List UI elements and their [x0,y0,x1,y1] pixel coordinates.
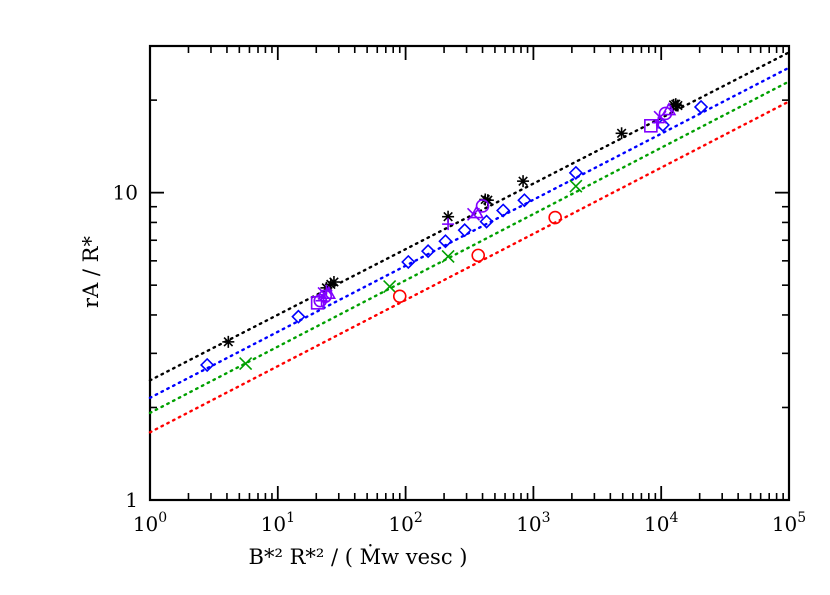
data-point-asterisk [327,276,340,289]
data-point-plus [442,218,455,231]
fit-line [148,51,791,382]
y-tick-label: 1 [125,488,138,512]
x-tick-label: 101 [261,510,295,536]
x-tick-label: 103 [516,510,550,536]
x-tick-label: 100 [133,510,167,536]
data-point-circle [318,289,333,304]
data-point-diamond [291,309,306,324]
fit-line [148,66,791,400]
data-point-x [239,356,253,371]
data-point-x [569,179,583,193]
x-tick-label: 104 [644,510,678,536]
data-point-triangle [661,102,677,116]
fit-line [148,100,791,434]
data-point-x [466,207,481,221]
data-point-asterisk [615,127,628,140]
data-point-square [644,119,658,133]
y-tick-label: 10 [113,181,138,205]
data-point-diamond [568,165,584,180]
data-point-circle [392,289,407,304]
data-point-diamond [496,203,511,218]
data-point-x [317,286,331,300]
data-point-x [441,249,455,264]
data-point-diamond [517,193,532,208]
data-point-circle [313,293,328,308]
data-point-diamond [401,254,416,270]
data-point-diamond [420,244,436,259]
tick-labels: 100 101 102 103 104 105 1 10 [113,181,807,536]
y-axis-label: rA / R* [79,236,103,308]
data-point-circle [658,106,673,121]
data-point-x [653,110,667,124]
data-point-asterisk [442,210,455,223]
data-point-x [383,279,397,294]
data-point-diamond [200,357,215,373]
data-point-asterisk [671,99,684,112]
data-point-asterisk [222,335,235,348]
plot-frame [148,44,791,502]
axis-ticks [149,45,790,501]
data-point-diamond [457,223,472,238]
data-point-diamond [479,214,494,229]
fit-line [148,80,791,415]
data-point-diamond [693,99,709,115]
x-tick-label: 102 [388,510,422,536]
data-point-circle [548,210,562,225]
data-point-asterisk [517,175,530,188]
x-tick-label: 105 [772,510,806,536]
data-points [200,98,709,373]
x-axis-label: B*² R*² / ( Ṁw vesc ) [249,545,468,569]
data-point-diamond [438,234,453,249]
fit-lines [148,51,791,434]
data-point-circle [471,248,486,263]
